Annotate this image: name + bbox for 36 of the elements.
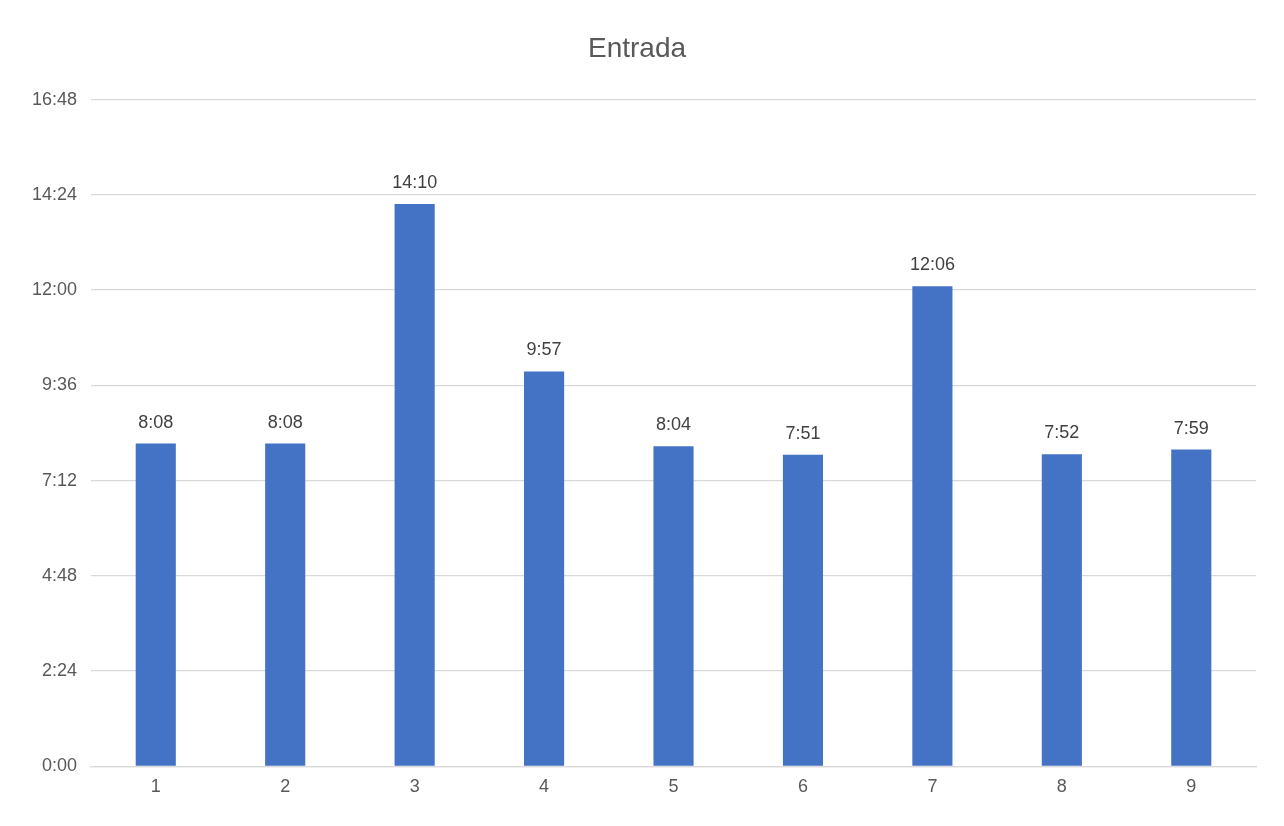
y-tick-label: 14:24	[32, 183, 78, 204]
chart-title: Entrada	[587, 31, 687, 63]
y-tick-label: 2:24	[42, 660, 78, 681]
bar	[912, 286, 953, 766]
y-tick-label: 16:48	[32, 88, 78, 109]
data-label: 8:08	[138, 411, 174, 432]
y-tick-label: 9:36	[42, 374, 78, 395]
data-label: 12:06	[909, 254, 955, 275]
bar	[653, 446, 694, 766]
data-label: 9:57	[526, 339, 562, 360]
bar	[782, 454, 824, 766]
y-tick-label: 12:00	[32, 279, 78, 300]
data-label: 7:59	[1173, 417, 1209, 438]
bar	[524, 371, 565, 766]
bar	[135, 443, 176, 766]
bar	[265, 443, 306, 766]
x-tick-label: 6	[797, 776, 808, 797]
y-tick-label: 0:00	[42, 755, 78, 776]
data-label: 7:51	[785, 422, 821, 443]
x-tick-label: 5	[668, 776, 679, 797]
x-tick-label: 3	[409, 776, 420, 797]
x-tick-label: 7	[927, 776, 938, 797]
data-label: 14:10	[392, 172, 438, 193]
y-tick-label: 7:12	[42, 469, 78, 490]
y-tick-label: 4:48	[42, 564, 78, 585]
x-tick-label: 8	[1056, 776, 1067, 797]
bar	[394, 204, 435, 766]
data-label: 7:52	[1044, 422, 1080, 443]
bar	[1171, 449, 1212, 766]
x-tick-label: 4	[539, 776, 550, 797]
x-tick-label: 1	[150, 776, 161, 797]
data-label: 8:04	[656, 414, 692, 435]
x-tick-label: 2	[280, 776, 291, 797]
data-label: 8:08	[267, 411, 303, 432]
x-tick-label: 9	[1186, 776, 1197, 797]
bar	[1041, 454, 1082, 766]
